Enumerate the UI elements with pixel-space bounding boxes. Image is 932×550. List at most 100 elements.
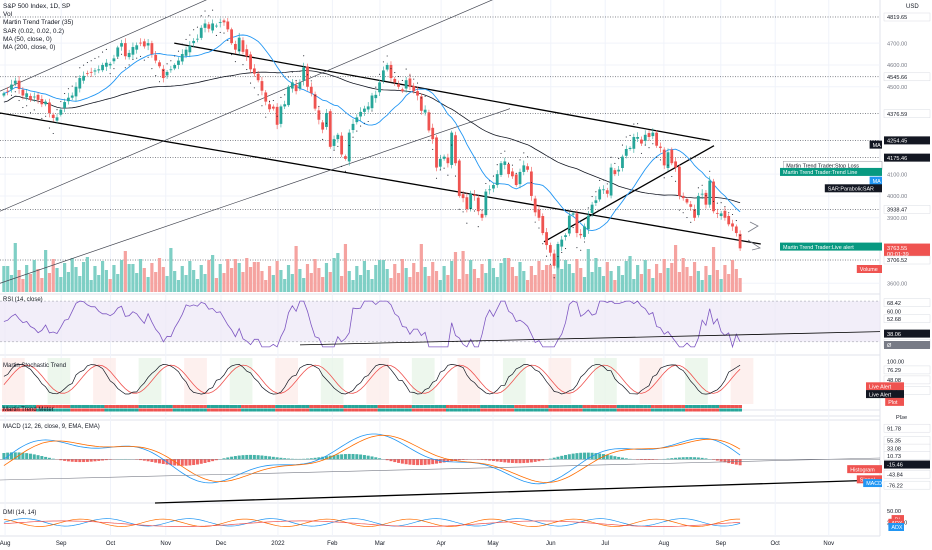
macd-axis-label-bg (883, 469, 931, 479)
candle (233, 43, 237, 50)
price-axis-label-bg (884, 250, 930, 259)
sar-dot (268, 101, 271, 103)
macd-histogram-bar (385, 459, 389, 461)
sar-dot (671, 175, 673, 178)
trend-meter-cell (123, 405, 128, 408)
trend-meter-cell (506, 405, 511, 408)
sar-dot (299, 70, 301, 72)
candle (590, 204, 594, 213)
trend-meter-cell (313, 405, 317, 408)
trend-meter-cell (647, 408, 651, 412)
candle (203, 23, 207, 28)
legend-ma200[interactable]: MA (200, close, 0) (3, 44, 56, 52)
trend-meter-cell (692, 405, 697, 408)
trend-meter-cell (601, 405, 606, 408)
macd-histogram-bar (157, 459, 161, 464)
trend-meter-cell (339, 408, 344, 412)
rsi-title: RSI (14, close) (3, 297, 43, 303)
sar-dot (158, 81, 161, 83)
rsi-axis-label-bg (884, 329, 930, 338)
trend-meter-cell (20, 408, 25, 412)
stoch-tag-bg (866, 382, 904, 391)
volume-bar (734, 269, 738, 292)
candle (518, 171, 522, 185)
macd-histogram-bar (74, 459, 78, 462)
sar-dot (155, 75, 157, 77)
sar-dot (18, 99, 20, 102)
volume-bar (427, 276, 431, 292)
stoch-axis-label-bg (883, 365, 931, 375)
macd-histogram-bar (104, 459, 108, 461)
trend-meter-cell (499, 405, 503, 408)
trend-meter-cell (184, 405, 188, 408)
sar-dot (489, 180, 491, 182)
macd-histogram-bar (343, 454, 347, 460)
volume-bar (453, 252, 458, 292)
trend-meter-cell (525, 408, 530, 412)
volume-bar (651, 278, 655, 292)
price-axis-label: 4100.00 (887, 172, 907, 178)
sar-dot (303, 55, 305, 57)
volume-bar (248, 267, 253, 292)
trend-meter-cell (624, 408, 629, 412)
trend-meter-cell (36, 405, 40, 408)
trend-meter-cell (612, 405, 617, 408)
macd-histogram-bar (533, 459, 537, 462)
trend-meter-cell (567, 408, 572, 412)
candle (112, 58, 116, 62)
candle (344, 156, 347, 159)
trend-meter-cell (571, 408, 576, 412)
trend-meter-cell (134, 405, 139, 408)
volume-bar (108, 279, 112, 292)
trend-meter-cell (612, 408, 617, 412)
sar-dot (375, 86, 377, 88)
trend-meter-cell (351, 405, 355, 408)
candle (727, 216, 731, 225)
candle (287, 86, 290, 106)
legend-ma50[interactable]: MA (50, close, 0) (3, 35, 52, 43)
legend-symbol[interactable]: S&P 500 Index, 1D, SP (3, 3, 71, 10)
trend-meter-cell (430, 408, 435, 412)
trend-meter-cell (55, 405, 59, 408)
candle (545, 232, 548, 246)
candle (154, 54, 158, 61)
trend-meter-cell (427, 408, 431, 412)
trend-meter-cell (408, 408, 412, 412)
volume-bar (59, 277, 63, 292)
macd-histogram-bar (370, 456, 374, 460)
macd-histogram-bar (340, 454, 344, 460)
rsi-marker-bg (884, 341, 930, 349)
trend-meter-cell (707, 408, 712, 412)
sar-dot (128, 64, 130, 66)
volume-bar (601, 276, 606, 292)
candle (44, 101, 48, 105)
sar-dot (174, 55, 176, 57)
legend-martin-trend-trader[interactable]: Martin Trend Trader (35) (3, 19, 74, 27)
volume-bar (381, 260, 385, 292)
trend-meter-cell (131, 408, 135, 412)
trend-meter-cell (639, 408, 644, 412)
candle (488, 189, 492, 191)
trend-meter-cell (548, 408, 553, 412)
legend-sar[interactable]: SAR (0.02, 0.02, 0.2) (3, 27, 65, 35)
macd-histogram-bar (252, 454, 256, 460)
candle (484, 191, 488, 216)
volume-bar (2, 266, 6, 292)
trend-meter-cell (142, 408, 147, 412)
macd-tag-bg (847, 465, 882, 474)
candle (435, 137, 438, 168)
volume-bar (374, 265, 378, 292)
trend-meter-cell (358, 405, 363, 408)
volume-bar (719, 279, 723, 292)
trend-meter-cell (89, 408, 94, 412)
volume-bar (340, 276, 344, 292)
trend-meter-cell (594, 408, 598, 412)
legend-volume[interactable]: Vol (3, 11, 13, 19)
macd-histogram-bar (514, 459, 518, 464)
volume-bar (639, 274, 644, 292)
sar-dot (113, 68, 115, 70)
dmi-tag-bg (888, 523, 904, 531)
volume-bar (423, 267, 427, 292)
volume-bar (359, 275, 363, 292)
